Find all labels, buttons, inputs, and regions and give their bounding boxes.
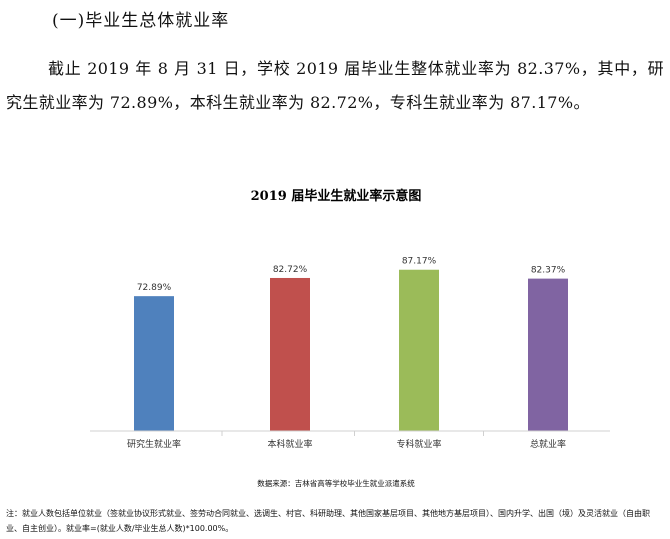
category-label: 研究生就业率 [127,438,181,450]
bar-value-label: 82.72% [273,265,308,275]
bar-value-label: 72.89% [137,283,172,293]
bar-1 [134,296,174,431]
category-label: 专科就业率 [396,438,441,450]
bar-3 [399,269,439,431]
category-label: 总就业率 [530,438,566,450]
section-heading: (一)毕业生总体就业率 [52,11,230,31]
bar-value-label: 87.17% [402,257,437,267]
bar-value-label: 82.37% [531,266,566,276]
bar-4 [528,278,568,431]
category-label: 本科就业率 [267,438,312,450]
bar-group: 72.89% 研究生就业率 82.72% 本科就业率 87.17% 专科就业率 82.37%… [127,257,568,450]
data-source: 数据来源：吉林省高等学校毕业生就业派遣系统 [257,478,415,488]
footnote: 注：就业人数包括单位就业（签就业协议形式就业、签劳动合同就业、选调生、村官、科研… [6,509,650,533]
bar-2 [270,277,310,431]
summary-paragraph: 截止 2019 年 8 月 31 日，学校 2019 届毕业生整体就业率为 82… [6,59,664,112]
chart-title: 2019 届毕业生就业率示意图 [251,188,422,204]
